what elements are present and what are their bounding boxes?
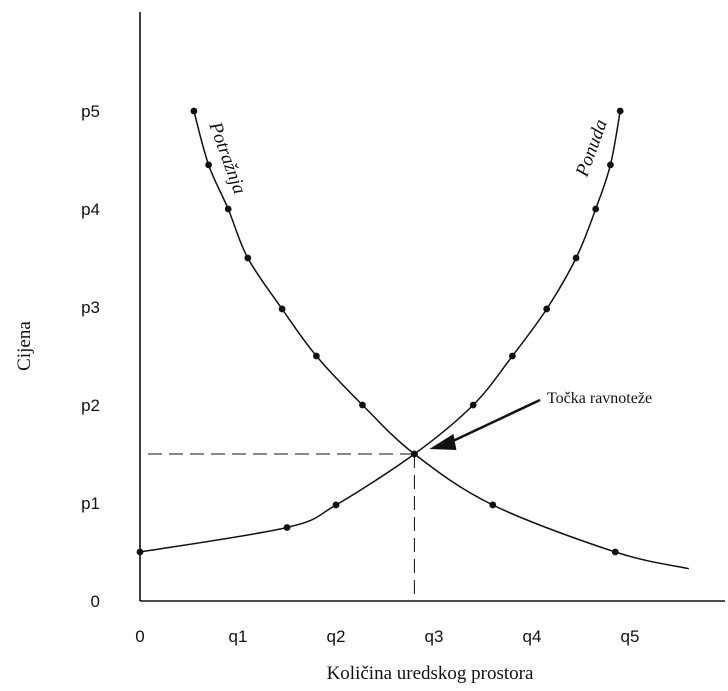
supply-point bbox=[283, 524, 291, 531]
demand-point bbox=[313, 352, 320, 360]
equilibrium-guides bbox=[148, 453, 415, 601]
x-tick-label: q5 bbox=[621, 627, 640, 646]
x-tick-label: q2 bbox=[327, 627, 346, 646]
demand-point bbox=[278, 305, 286, 313]
demand-point bbox=[205, 161, 213, 169]
demand-point bbox=[244, 254, 252, 262]
demand-point bbox=[489, 501, 497, 509]
demand-curve-label: Potražnja bbox=[204, 118, 250, 197]
y-axis-label: Cijena bbox=[14, 321, 35, 371]
curves bbox=[139, 110, 689, 570]
supply-point bbox=[572, 254, 580, 262]
supply-curve bbox=[139, 110, 621, 553]
y-tick-label: p5 bbox=[81, 102, 100, 121]
y-tick-label: 0 bbox=[91, 592, 100, 611]
x-tick-label: q4 bbox=[523, 627, 542, 646]
demand-point bbox=[359, 401, 366, 409]
y-tick-label: p4 bbox=[81, 200, 100, 219]
supply-point bbox=[332, 501, 340, 509]
supply-point bbox=[469, 401, 477, 409]
supply-curve-label: Ponuda bbox=[572, 117, 612, 181]
x-tick-label: q3 bbox=[425, 627, 444, 646]
data-points bbox=[136, 107, 624, 556]
equilibrium-arrow-line bbox=[443, 398, 541, 447]
labels: Količina uredskog prostora Cijena Potraž… bbox=[14, 117, 652, 684]
demand-point bbox=[611, 548, 619, 556]
x-tick-label: q1 bbox=[229, 627, 248, 646]
supply-point bbox=[136, 548, 144, 556]
supply-point bbox=[509, 352, 516, 360]
supply-point bbox=[616, 107, 624, 115]
supply-point bbox=[411, 450, 418, 458]
demand-point bbox=[224, 205, 232, 213]
equilibrium-arrow-head bbox=[429, 434, 457, 450]
supply-point bbox=[592, 205, 600, 213]
supply-point bbox=[607, 161, 614, 169]
demand-curve bbox=[193, 110, 689, 570]
equilibrium-annotation: Točka ravnoteže bbox=[547, 390, 652, 407]
axis-ticks: 0 q1 q2 q3 q4 q5 0 p1 p2 p3 p4 p5 bbox=[81, 102, 639, 646]
supply-point bbox=[543, 305, 551, 313]
y-tick-label: p2 bbox=[81, 396, 100, 415]
x-tick-label: 0 bbox=[135, 627, 144, 646]
y-tick-label: p1 bbox=[81, 494, 100, 513]
demand-point bbox=[190, 107, 198, 115]
x-axis-label: Količina uredskog prostora bbox=[327, 663, 534, 684]
y-tick-label: p3 bbox=[81, 298, 100, 317]
